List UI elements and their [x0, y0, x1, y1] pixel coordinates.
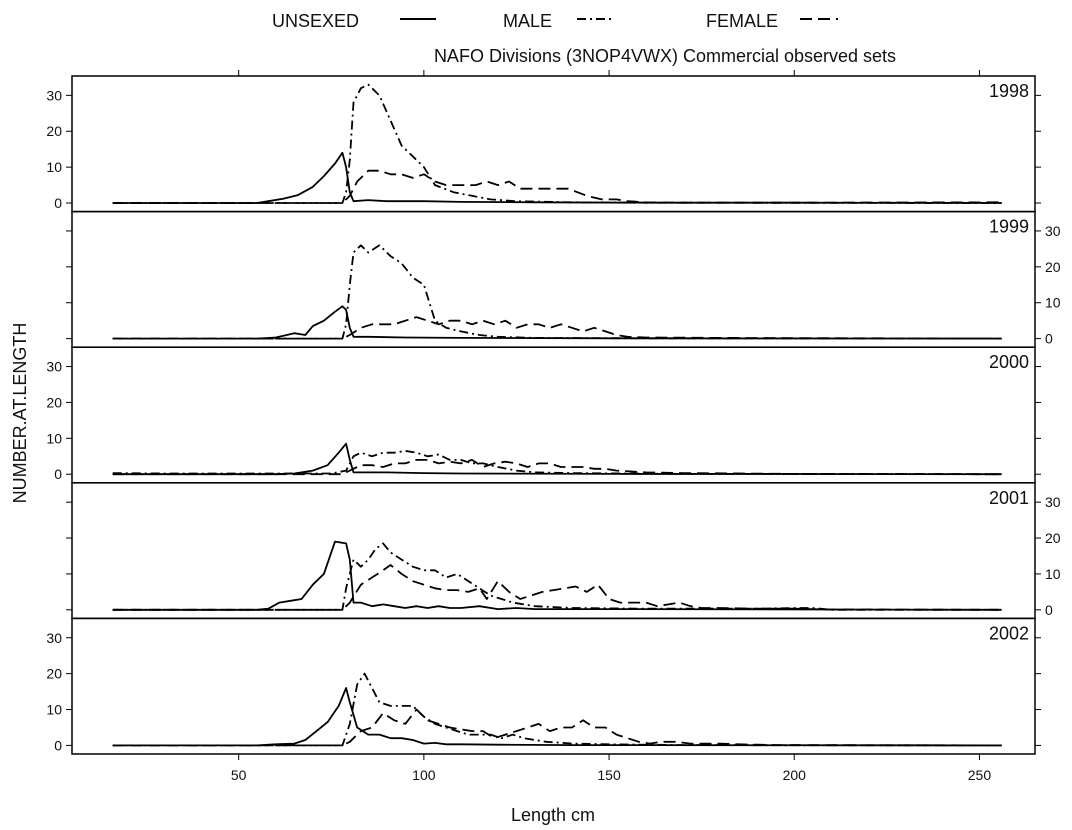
- panel-2001-series-male: [112, 542, 1002, 611]
- legend: UNSEXED MALE FEMALE: [272, 11, 838, 31]
- x-tick-label: 150: [597, 767, 621, 783]
- panel-2002-ytick-label: 20: [46, 666, 62, 682]
- panel-1998-ytick-label: 30: [46, 87, 62, 103]
- panel-1998-frame: [71, 75, 1036, 213]
- panel-1998-ytick-label: 20: [46, 123, 62, 139]
- chart-title: NAFO Divisions (3NOP4VWX) Commercial obs…: [434, 46, 896, 66]
- panel-2001-ytick-label: 10: [1045, 566, 1061, 582]
- panel-2000-ytick-label: 0: [54, 466, 62, 482]
- x-tick-label: 200: [783, 767, 807, 783]
- panel-1998-series-unsexed: [112, 151, 1002, 204]
- panel-2001-ytick-label: 30: [1045, 494, 1061, 510]
- panel-1999-ytick-label: 10: [1045, 295, 1061, 311]
- legend-label-unsexed: UNSEXED: [272, 11, 359, 31]
- panel-1998-series-female: [112, 169, 1002, 204]
- panel-2001-series-unsexed: [112, 540, 1002, 611]
- x-tick-label: 50: [231, 767, 247, 783]
- panel-2002-ytick-label: 30: [46, 630, 62, 646]
- panel-1999-ytick-label: 20: [1045, 259, 1061, 275]
- panel-2001-frame: [71, 482, 1036, 620]
- panel-2000-frame: [71, 346, 1036, 484]
- panel-2002-series-female: [112, 708, 1002, 747]
- x-tick-label: 250: [968, 767, 992, 783]
- panel-2001-series-female: [112, 564, 1002, 611]
- panel-2001-ytick-label: 20: [1045, 530, 1061, 546]
- panel-2002-year-label: 2002: [989, 623, 1029, 643]
- panel-1999-series-male: [112, 244, 1002, 340]
- panel-2001-year-label: 2001: [989, 488, 1029, 508]
- y-axis-label: NUMBER.AT.LENGTH: [10, 323, 30, 504]
- x-tick-label: 100: [412, 767, 436, 783]
- panel-1999-series-unsexed: [112, 305, 1002, 340]
- panel-2002-frame: [71, 617, 1036, 755]
- panel-2002-series-male: [112, 672, 1002, 747]
- panel-2000-ytick-label: 10: [46, 430, 62, 446]
- panel-1999-ytick-label: 30: [1045, 223, 1061, 239]
- panel-2002-ytick-label: 0: [54, 737, 62, 753]
- panel-2000-series-unsexed: [112, 442, 1002, 476]
- panel-2000-series-female: [112, 459, 1002, 476]
- panel-2002-ytick-label: 10: [46, 702, 62, 718]
- panel-2002-series-unsexed: [112, 687, 1002, 747]
- panel-2000-series-male: [112, 450, 1002, 476]
- panel-2000-ytick-label: 20: [46, 394, 62, 410]
- legend-label-male: MALE: [503, 11, 552, 31]
- panel-1998-series-male: [112, 83, 1002, 204]
- panel-2001-ytick-label: 0: [1045, 602, 1053, 618]
- panel-1999-year-label: 1999: [989, 217, 1029, 237]
- panel-2000-year-label: 2000: [989, 352, 1029, 372]
- panels: 1998010203019990102030200001020302001010…: [46, 70, 1061, 783]
- panel-1998-year-label: 1998: [989, 81, 1029, 101]
- panel-1998-ytick-label: 10: [46, 159, 62, 175]
- panel-2000-ytick-label: 30: [46, 359, 62, 375]
- x-axis-label: Length cm: [511, 805, 595, 825]
- panel-1999-ytick-label: 0: [1045, 331, 1053, 347]
- panel-1999-series-female: [112, 316, 1002, 340]
- legend-label-female: FEMALE: [706, 11, 778, 31]
- panel-1998-ytick-label: 0: [54, 195, 62, 211]
